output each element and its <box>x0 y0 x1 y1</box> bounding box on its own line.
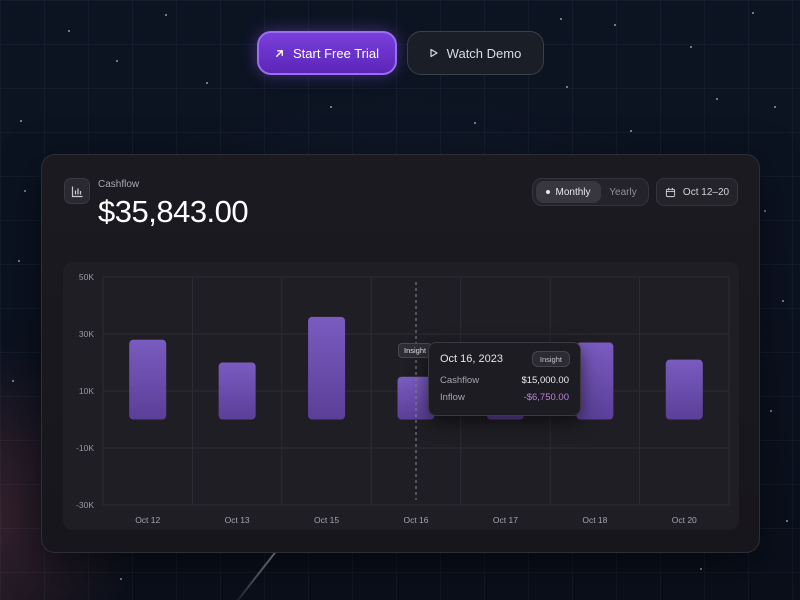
bar-oct-15[interactable] <box>308 316 346 420</box>
start-free-trial-button[interactable]: Start Free Trial <box>256 31 397 75</box>
watch-demo-button[interactable]: Watch Demo <box>406 31 544 75</box>
y-tick-label: -10K <box>76 443 94 453</box>
y-axis-labels: 50K 30K 10K -10K -30K <box>76 272 94 510</box>
tooltip-date: Oct 16, 2023 <box>440 353 503 365</box>
date-range-label: Oct 12–20 <box>682 186 730 198</box>
toggle-monthly[interactable]: Monthly <box>536 181 601 203</box>
bar-oct-12[interactable] <box>129 339 167 420</box>
date-range-button[interactable]: Oct 12–20 <box>656 178 738 206</box>
card-label: Cashflow <box>98 179 140 190</box>
watch-demo-label: Watch Demo <box>446 45 522 61</box>
start-free-trial-label: Start Free Trial <box>293 45 379 61</box>
bar-oct-13[interactable] <box>218 362 256 420</box>
x-axis-labels: Oct 12 Oct 13 Oct 15 Oct 16 Oct 17 Oct 18 Oct … <box>135 515 697 525</box>
y-tick-label: 30K <box>79 329 94 339</box>
tooltip-row-value: -$6,750.00 <box>523 392 569 403</box>
active-dot-icon <box>546 190 551 194</box>
bar-oct-18[interactable] <box>576 342 614 420</box>
x-tick-label: Oct 18 <box>582 515 607 525</box>
calendar-icon <box>665 187 676 198</box>
toggle-monthly-label: Monthly <box>555 186 591 198</box>
tooltip-badge: Insight <box>531 351 570 367</box>
x-tick-label: Oct 20 <box>672 515 697 525</box>
chart-panel: 50K 30K 10K -10K -30K Oct 12 Oct 13 Oct 15 Oct … <box>63 262 739 530</box>
tooltip-row-value: $15,000.00 <box>521 375 569 386</box>
bar-chart-icon <box>64 178 90 204</box>
cta-row: Start Free Trial Watch Demo <box>0 31 800 75</box>
y-tick-label: 10K <box>79 386 94 396</box>
bars <box>129 316 703 420</box>
tooltip-row-label: Cashflow <box>440 375 480 386</box>
y-tick-label: 50K <box>79 272 94 282</box>
tooltip-row-label: Inflow <box>440 392 465 403</box>
x-tick-label: Oct 13 <box>225 515 250 525</box>
x-tick-label: Oct 12 <box>135 515 160 525</box>
arrow-up-right-icon <box>274 48 285 59</box>
y-tick-label: -30K <box>76 500 94 510</box>
x-tick-label: Oct 17 <box>493 515 518 525</box>
toggle-yearly-label: Yearly <box>609 186 637 198</box>
chart-tooltip: Oct 16, 2023 Insight Cashflow $15,000.00… <box>428 342 581 416</box>
x-tick-label: Oct 15 <box>314 515 339 525</box>
cashflow-card: Cashflow $35,843.00 Monthly Yearly Oct 1… <box>41 154 760 553</box>
insight-tag[interactable]: Insight <box>398 343 433 358</box>
play-icon <box>429 48 439 58</box>
x-tick-label: Oct 16 <box>403 515 428 525</box>
tooltip-row-cashflow: Cashflow $15,000.00 <box>440 375 569 386</box>
period-toggle: Monthly Yearly <box>532 178 649 206</box>
tooltip-row-inflow: Inflow -$6,750.00 <box>440 392 569 403</box>
bar-oct-20[interactable] <box>665 359 703 420</box>
cashflow-total: $35,843.00 <box>98 194 249 229</box>
toggle-yearly[interactable]: Yearly <box>601 181 645 203</box>
